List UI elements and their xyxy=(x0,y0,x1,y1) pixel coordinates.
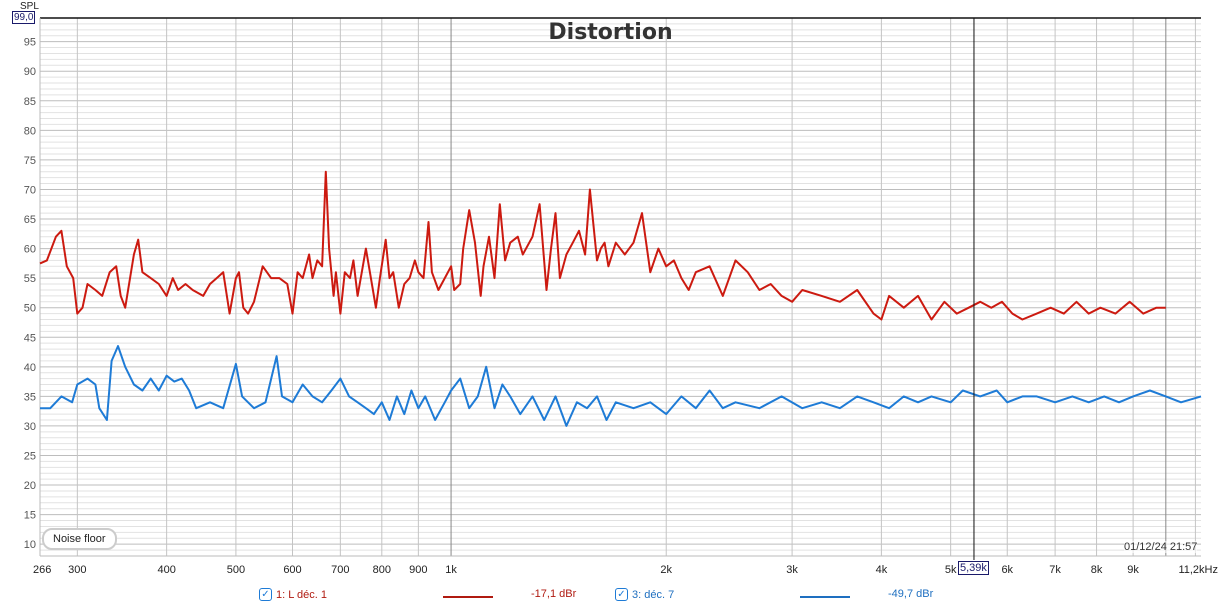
x-tick-label: 9k xyxy=(1127,564,1139,576)
y-tick-label: 10 xyxy=(24,539,36,551)
chart-title: Distortion xyxy=(548,20,673,45)
legend-level-series-1: -17,1 dBr xyxy=(531,588,577,600)
series-line-2 xyxy=(40,345,1202,427)
x-tick-label: 300 xyxy=(68,564,86,576)
y-tick-label: 15 xyxy=(24,510,36,522)
x-tick-label: 2k xyxy=(660,564,672,576)
grid xyxy=(39,17,1201,557)
cursor-y-readout: 99,0 xyxy=(12,11,36,24)
x-tick-label: 400 xyxy=(157,564,175,576)
timestamp: 01/12/24 21:57 xyxy=(1124,541,1198,553)
y-tick-label: 20 xyxy=(24,480,36,492)
x-tick-label: 4k xyxy=(876,564,888,576)
series-layer xyxy=(39,18,1202,560)
x-tick-label: 7k xyxy=(1049,564,1061,576)
x-tick-label: 900 xyxy=(409,564,427,576)
x-tick-label: 11,2kHz xyxy=(1178,564,1218,576)
noise-floor-button[interactable]: Noise floor xyxy=(42,528,117,550)
x-tick-label: 600 xyxy=(283,564,301,576)
y-tick-label: 60 xyxy=(24,244,36,256)
legend-item-series-3[interactable]: ✓ 3: déc. 7 xyxy=(615,588,674,601)
legend-label: 3: déc. 7 xyxy=(632,588,675,601)
series-line-1 xyxy=(39,170,1166,321)
y-tick-label: 70 xyxy=(24,184,36,196)
tick-labels: 10 15 20 25 30 35 40 45 50 55 60 65 70 75 80 85 90 95 266 3… xyxy=(24,37,1218,576)
y-tick-label: 90 xyxy=(24,66,36,78)
x-tick-label: 700 xyxy=(331,564,349,576)
y-tick-label: 95 xyxy=(24,37,36,49)
y-tick-label: 50 xyxy=(24,303,36,315)
x-tick-label: 6k xyxy=(1001,564,1013,576)
y-tick-label: 65 xyxy=(24,214,36,226)
legend-level-series-3: -49,7 dBr xyxy=(888,588,934,600)
x-tick-label: 266 xyxy=(33,564,51,576)
y-tick-label: 25 xyxy=(24,450,36,462)
y-tick-label: 40 xyxy=(24,362,36,374)
legend-line-series-3 xyxy=(800,596,850,598)
x-tick-label: 8k xyxy=(1091,564,1103,576)
y-tick-label: 45 xyxy=(24,332,36,344)
y-tick-label: 75 xyxy=(24,155,36,167)
y-tick-label: 35 xyxy=(24,391,36,403)
x-tick-label: 5k xyxy=(945,564,957,576)
cursor-x-readout: 5,39k xyxy=(958,561,989,575)
checkbox-checked-icon[interactable]: ✓ xyxy=(259,588,272,601)
y-tick-label: 55 xyxy=(24,273,36,285)
x-tick-label: 800 xyxy=(373,564,391,576)
checkbox-checked-icon[interactable]: ✓ xyxy=(615,588,628,601)
x-tick-label: 1k xyxy=(445,564,457,576)
y-tick-label: 80 xyxy=(24,125,36,137)
legend-line-series-1 xyxy=(443,596,493,598)
legend-label: 1: L déc. 1 xyxy=(276,588,327,601)
x-tick-label: 3k xyxy=(786,564,798,576)
x-tick-label: 500 xyxy=(227,564,245,576)
legend-item-series-1[interactable]: ✓ 1: L déc. 1 xyxy=(259,588,327,601)
y-axis-label: SPL xyxy=(20,1,39,12)
y-tick-label: 30 xyxy=(24,421,36,433)
y-tick-label: 85 xyxy=(24,96,36,108)
